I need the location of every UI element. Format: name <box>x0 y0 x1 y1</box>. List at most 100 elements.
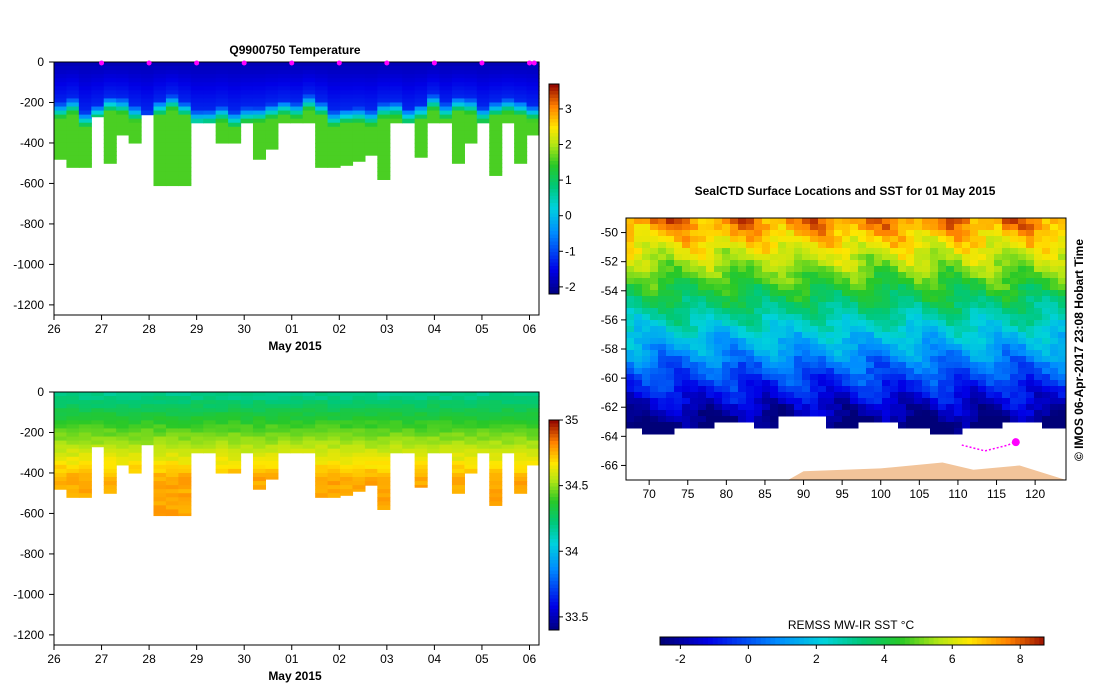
sst-cell <box>746 272 755 279</box>
sst-cell <box>650 404 659 411</box>
sst-cell <box>642 362 651 369</box>
section-cell <box>103 432 117 438</box>
surface-marker <box>146 60 152 66</box>
section-cell <box>215 412 229 417</box>
section-cell <box>215 436 229 442</box>
sst-cell <box>794 374 803 381</box>
section-cell <box>66 159 80 164</box>
section-cell <box>78 404 92 409</box>
section-cell <box>190 444 204 450</box>
section-cell <box>526 396 540 401</box>
section-cell <box>128 452 142 458</box>
section-cell <box>78 472 92 478</box>
sst-cell <box>738 302 747 309</box>
section-cell <box>66 118 80 124</box>
sst-colorbar-swatch <box>775 637 781 645</box>
sst-cell <box>626 242 635 249</box>
section-cell <box>103 118 117 124</box>
sst-cell <box>986 326 995 333</box>
sst-cell <box>914 326 923 333</box>
colorbar-swatch <box>549 577 559 582</box>
colorbar-tick-label: -1 <box>565 244 576 258</box>
sst-cell <box>938 242 947 249</box>
section-cell <box>228 74 242 79</box>
section-cell <box>327 66 341 71</box>
colorbar-swatch <box>549 227 559 232</box>
section-cell <box>364 122 378 128</box>
section-cell <box>514 134 528 140</box>
sst-cell <box>778 290 787 297</box>
section-cell <box>526 102 540 108</box>
section-cell <box>290 428 304 434</box>
sst-cell <box>874 290 883 297</box>
section-cell <box>327 62 341 67</box>
section-cell <box>103 86 117 91</box>
section-cell <box>78 86 92 91</box>
sst-cell <box>898 344 907 351</box>
section-cell <box>252 94 267 100</box>
section-cell <box>128 66 142 71</box>
section-cell <box>178 62 192 67</box>
section-cell <box>414 444 428 450</box>
sst-cell <box>954 236 963 243</box>
sst-cell <box>658 218 667 225</box>
section-cell <box>427 416 441 421</box>
sst-cell <box>738 368 747 375</box>
section-cell <box>141 412 155 417</box>
sst-cell <box>890 320 899 327</box>
sst-cell <box>866 266 875 273</box>
sst-cell <box>914 254 923 261</box>
section-cell <box>340 477 354 482</box>
sst-cell <box>746 302 755 309</box>
sst-cell <box>1034 254 1043 261</box>
section-cell <box>439 70 453 75</box>
sst-cell <box>786 380 795 387</box>
sst-cell <box>954 410 963 417</box>
sst-colorbar-swatch <box>967 637 973 645</box>
section-cell <box>116 408 130 413</box>
colorbar-swatch <box>549 171 559 176</box>
sst-cell <box>682 368 691 375</box>
surface-marker <box>431 60 437 66</box>
section-cell <box>514 485 528 490</box>
section-cell <box>290 444 304 450</box>
sst-cell <box>914 380 923 387</box>
sst-cell <box>938 278 947 285</box>
section-cell <box>340 428 354 434</box>
sst-cell <box>738 362 747 369</box>
sst-cell <box>666 422 675 429</box>
sst-cell <box>762 350 771 357</box>
section-cell <box>414 147 428 152</box>
sst-cell <box>882 236 891 243</box>
sst-cell <box>658 398 667 405</box>
sst-cell <box>666 224 675 231</box>
section-cell <box>116 70 130 75</box>
sst-cell <box>954 338 963 345</box>
sst-cell <box>722 326 731 333</box>
x-tick-label: 05 <box>475 322 489 336</box>
sst-cell <box>818 272 827 279</box>
section-cell <box>178 505 192 510</box>
section-cell <box>402 392 416 397</box>
sst-cell <box>970 218 979 225</box>
section-cell <box>340 147 354 152</box>
section-cell <box>54 66 68 71</box>
sst-cell <box>866 410 875 417</box>
sst-cell <box>906 416 915 423</box>
sst-cell <box>882 302 891 309</box>
sst-cell <box>954 278 963 285</box>
sst-cell <box>1026 266 1035 273</box>
section-cell <box>352 420 366 425</box>
section-cell <box>439 78 453 83</box>
section-cell <box>489 392 503 397</box>
section-cell <box>54 114 68 120</box>
section-cell <box>489 147 503 152</box>
sst-cell <box>922 350 931 357</box>
sst-cell <box>730 350 739 357</box>
sst-colorbar-swatch <box>674 637 680 645</box>
section-cell <box>190 78 204 83</box>
section-cell <box>141 436 155 442</box>
sst-cell <box>762 326 771 333</box>
section-cell <box>277 428 291 434</box>
section-cell <box>116 90 130 95</box>
